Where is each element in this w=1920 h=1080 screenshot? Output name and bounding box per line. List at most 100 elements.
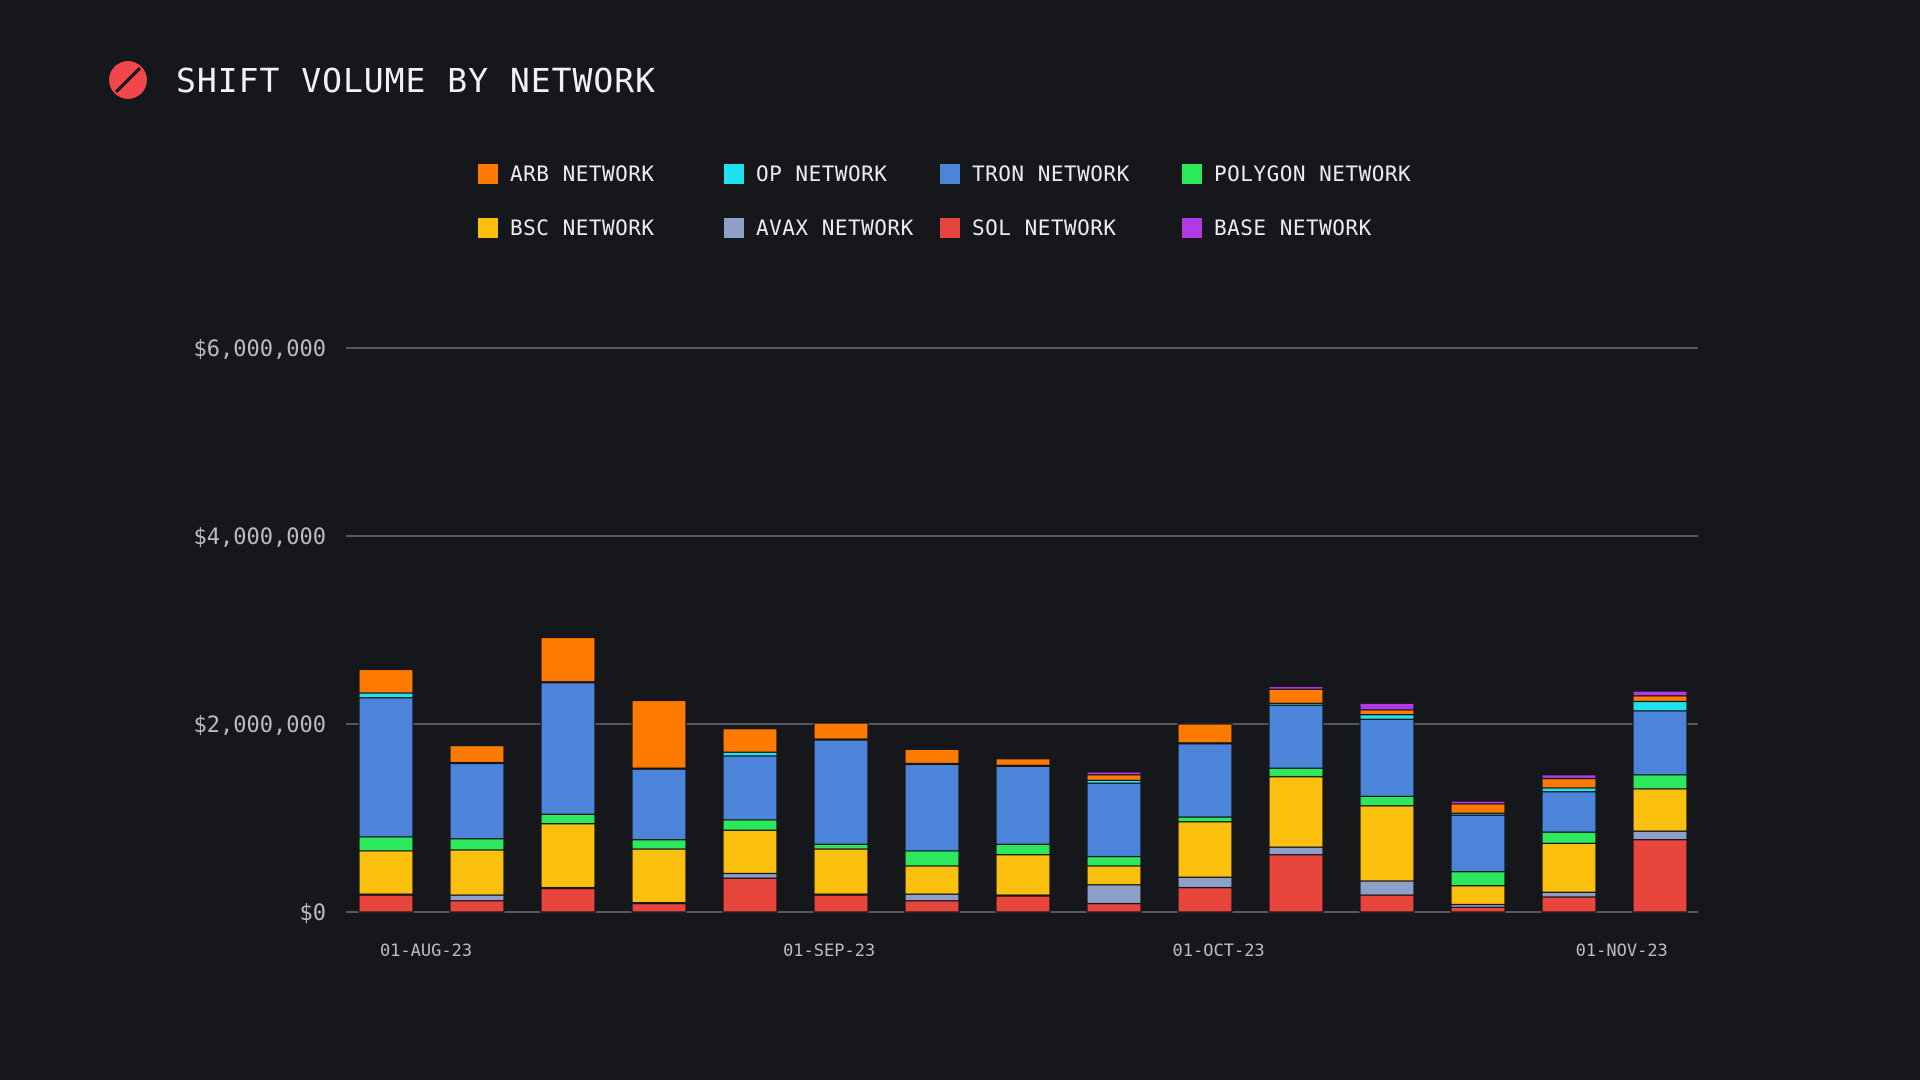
bar-segment-sol[interactable] (1086, 902, 1142, 913)
bar-segment-bsc[interactable] (540, 823, 596, 889)
bar-segment-tron[interactable] (1450, 814, 1506, 873)
bar-segment-arb[interactable] (540, 636, 596, 683)
bar-segment-sol[interactable] (358, 894, 414, 913)
bar-segment-arb[interactable] (813, 722, 869, 740)
bar-segment-tron[interactable] (1086, 782, 1142, 858)
bar-segment-avax[interactable] (1632, 830, 1688, 841)
legend-item-polygon[interactable]: POLYGON NETWORK (1182, 160, 1442, 188)
bar-segment-polygon[interactable] (358, 836, 414, 852)
legend-item-avax[interactable]: AVAX NETWORK (724, 214, 940, 242)
bar-segment-polygon[interactable] (904, 850, 960, 867)
bar-segment-tron[interactable] (1632, 710, 1688, 776)
bar-segment-arb[interactable] (1450, 803, 1506, 814)
legend-item-tron[interactable]: TRON NETWORK (940, 160, 1182, 188)
bar-segment-tron[interactable] (813, 739, 869, 845)
bar-segment-tron[interactable] (1359, 718, 1415, 797)
bar-segment-avax[interactable] (449, 894, 505, 902)
bar-segment-op[interactable] (1359, 713, 1415, 720)
bar-segment-sol[interactable] (540, 887, 596, 913)
bar-segment-avax[interactable] (1359, 880, 1415, 896)
bar-segment-polygon[interactable] (722, 819, 778, 831)
bar-segment-sol[interactable] (1177, 886, 1233, 913)
bar-segment-arb[interactable] (358, 668, 414, 694)
bar-segment-sol[interactable] (631, 902, 687, 913)
bar-segment-polygon[interactable] (995, 843, 1051, 856)
bar-segment-sol[interactable] (722, 877, 778, 913)
bar-segment-avax[interactable] (1086, 884, 1142, 905)
bar-segment-sol[interactable] (1268, 854, 1324, 913)
legend-item-bsc[interactable]: BSC NETWORK (478, 214, 724, 242)
bar-segment-arb[interactable] (631, 699, 687, 769)
bar-segment-polygon[interactable] (1268, 767, 1324, 778)
bar-segment-arb[interactable] (1632, 695, 1688, 703)
bar-segment-sol[interactable] (1632, 839, 1688, 913)
bar-segment-tron[interactable] (904, 763, 960, 852)
bar-segment-polygon[interactable] (1359, 795, 1415, 807)
bar-segment-sol[interactable] (449, 900, 505, 913)
bar-segment-polygon[interactable] (1450, 870, 1506, 887)
bar-segment-base[interactable] (1359, 702, 1415, 711)
bar-segment-arb[interactable] (995, 758, 1051, 766)
bar-segment-sol[interactable] (1450, 906, 1506, 913)
bar-segment-bsc[interactable] (1177, 821, 1233, 878)
bar-segment-polygon[interactable] (631, 839, 687, 850)
bar-segment-polygon[interactable] (1541, 831, 1597, 844)
bar-segment-base[interactable] (1450, 800, 1506, 805)
bar-segment-avax[interactable] (904, 893, 960, 902)
bar-segment-arb[interactable] (1359, 709, 1415, 716)
legend-item-base[interactable]: BASE NETWORK (1182, 214, 1442, 242)
bar-segment-bsc[interactable] (813, 848, 869, 895)
legend-item-op[interactable]: OP NETWORK (724, 160, 940, 188)
bar-segment-bsc[interactable] (1268, 776, 1324, 848)
bar-segment-bsc[interactable] (722, 829, 778, 875)
bar-segment-avax[interactable] (1541, 891, 1597, 898)
bar-segment-sol[interactable] (1541, 896, 1597, 913)
bar-segment-op[interactable] (1632, 700, 1688, 712)
bar-segment-tron[interactable] (1268, 704, 1324, 769)
bar-segment-sol[interactable] (904, 900, 960, 913)
bar-segment-arb[interactable] (904, 748, 960, 765)
bar-segment-bsc[interactable] (995, 854, 1051, 896)
bar-segment-arb[interactable] (1177, 723, 1233, 744)
bar-segment-tron[interactable] (1541, 791, 1597, 833)
bar-segment-tron[interactable] (358, 697, 414, 838)
bar-segment-avax[interactable] (1177, 876, 1233, 889)
bar-segment-bsc[interactable] (1632, 788, 1688, 832)
bar-segment-op[interactable] (358, 692, 414, 699)
bar-segment-base[interactable] (1268, 685, 1324, 690)
bar-segment-polygon[interactable] (1632, 774, 1688, 790)
bar-segment-bsc[interactable] (449, 849, 505, 896)
legend-item-sol[interactable]: SOL NETWORK (940, 214, 1182, 242)
legend-item-arb[interactable]: ARB NETWORK (478, 160, 724, 188)
bar-segment-sol[interactable] (995, 895, 1051, 913)
bar-segment-avax[interactable] (1268, 846, 1324, 856)
bar-segment-bsc[interactable] (1450, 885, 1506, 906)
bar-segment-bsc[interactable] (904, 865, 960, 895)
bar-segment-arb[interactable] (1268, 688, 1324, 704)
bar-segment-base[interactable] (1632, 690, 1688, 697)
bar-segment-tron[interactable] (540, 682, 596, 815)
bar-segment-polygon[interactable] (813, 843, 869, 850)
bar-segment-tron[interactable] (1177, 743, 1233, 818)
bar-segment-arb[interactable] (449, 745, 505, 764)
bar-segment-arb[interactable] (1541, 777, 1597, 789)
bar-segment-polygon[interactable] (1177, 816, 1233, 823)
bar-segment-avax[interactable] (722, 872, 778, 879)
bar-segment-arb[interactable] (722, 728, 778, 753)
bar-segment-polygon[interactable] (1086, 855, 1142, 867)
bar-segment-tron[interactable] (631, 768, 687, 841)
bar-segment-tron[interactable] (449, 762, 505, 840)
bar-segment-arb[interactable] (1086, 774, 1142, 782)
bar-segment-sol[interactable] (813, 894, 869, 913)
bar-segment-bsc[interactable] (1359, 805, 1415, 882)
bar-segment-bsc[interactable] (1541, 842, 1597, 893)
bar-segment-polygon[interactable] (449, 838, 505, 851)
bar-segment-sol[interactable] (1359, 894, 1415, 913)
bar-segment-tron[interactable] (995, 765, 1051, 845)
bar-segment-bsc[interactable] (1086, 865, 1142, 886)
bar-segment-base[interactable] (1541, 774, 1597, 780)
bar-segment-polygon[interactable] (540, 813, 596, 825)
bar-segment-base[interactable] (1086, 771, 1142, 776)
bar-segment-tron[interactable] (722, 755, 778, 821)
bar-segment-bsc[interactable] (358, 850, 414, 895)
